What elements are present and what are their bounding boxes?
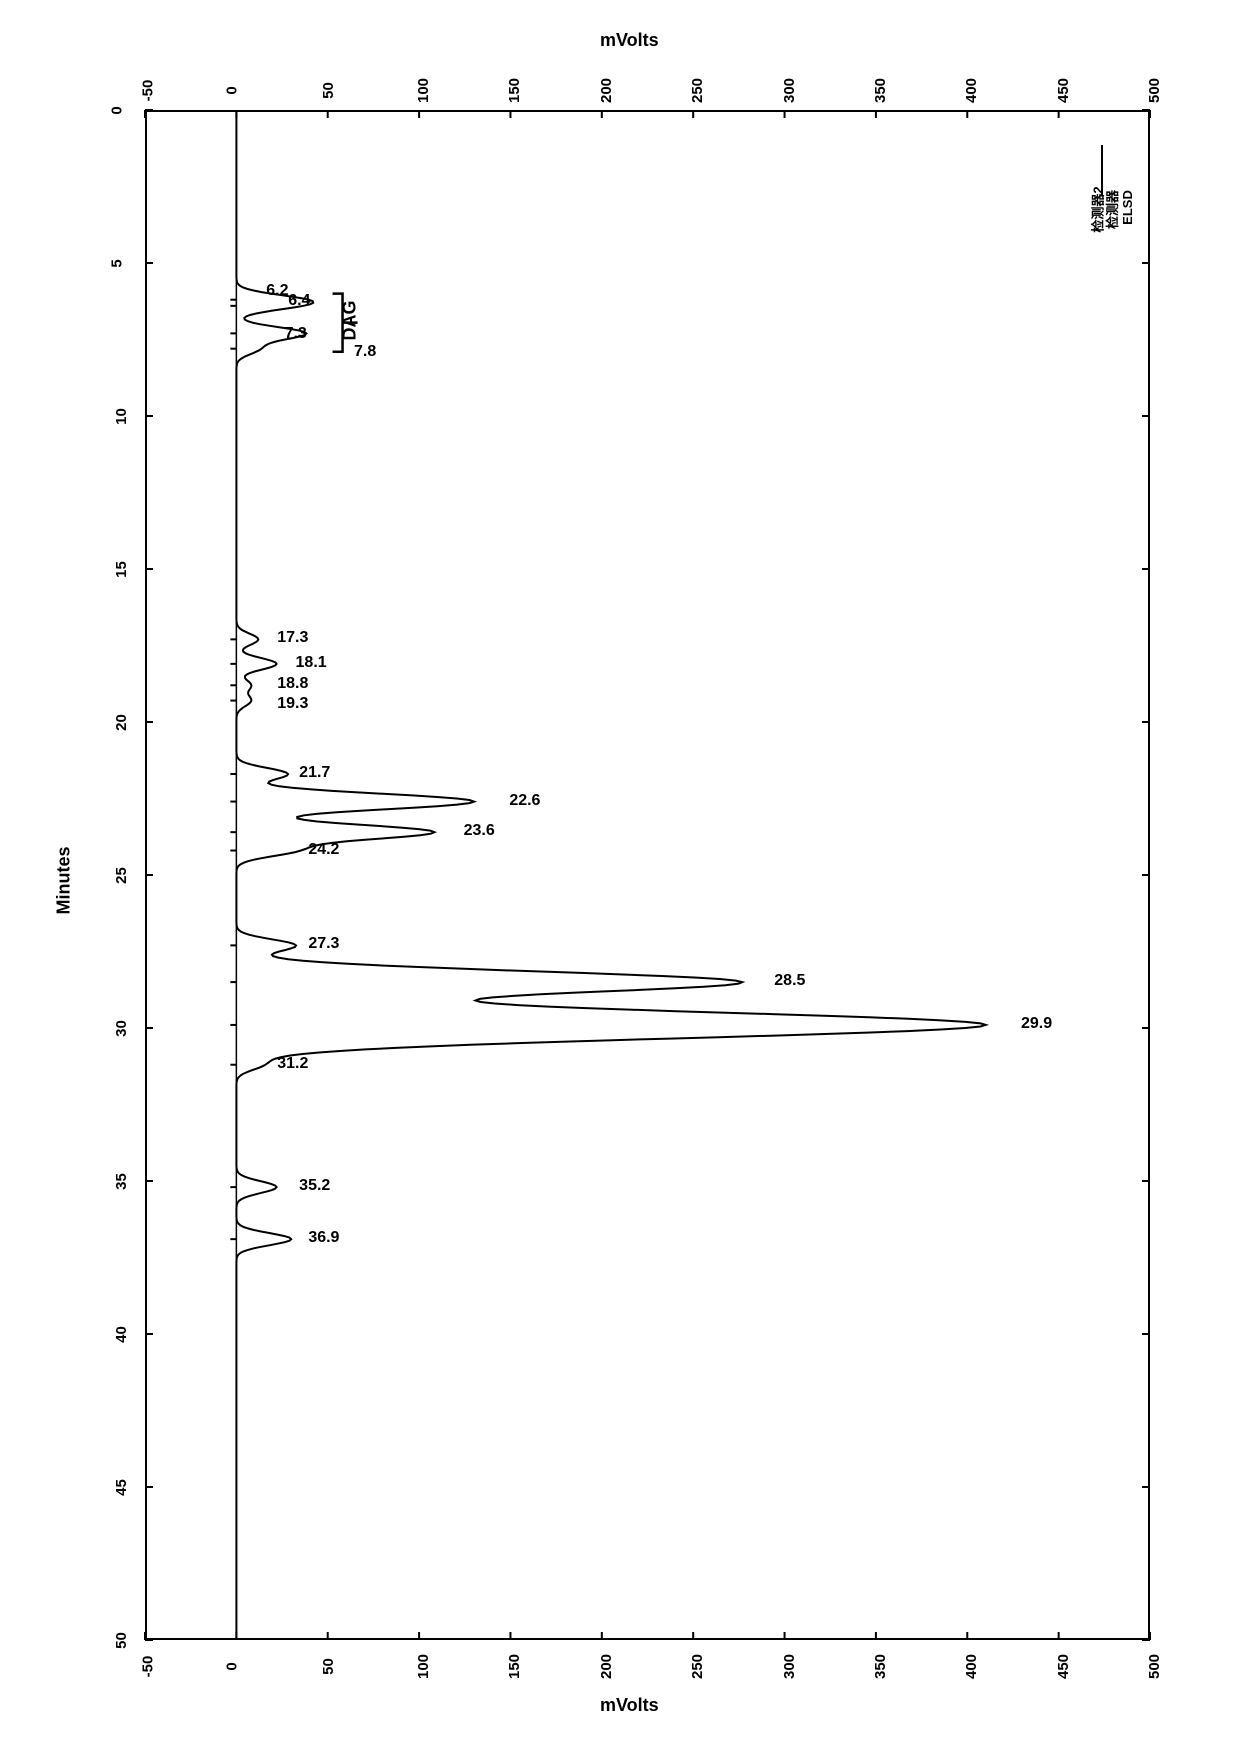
x-tick: 50 bbox=[113, 1632, 130, 1649]
y-tick-top: 50 bbox=[320, 82, 337, 99]
y-tick-top: 0 bbox=[224, 86, 241, 94]
x-tick: 40 bbox=[113, 1326, 130, 1343]
y-tick-top: 350 bbox=[872, 78, 889, 103]
y-tick-bottom: 50 bbox=[320, 1658, 337, 1675]
peak-label: 6.2 bbox=[266, 282, 288, 300]
x-tick: 10 bbox=[113, 408, 130, 425]
y-tick-bottom: 150 bbox=[506, 1654, 523, 1679]
y-axis-label-bottom: mVolts bbox=[600, 1695, 659, 1716]
y-tick-top: 200 bbox=[598, 78, 615, 103]
y-tick-top: 300 bbox=[781, 78, 798, 103]
legend-item: ELSD bbox=[1120, 190, 1135, 225]
y-tick-bottom: 200 bbox=[598, 1654, 615, 1679]
x-tick: 45 bbox=[113, 1479, 130, 1496]
peak-label: 18.1 bbox=[296, 654, 327, 672]
x-tick: 15 bbox=[113, 561, 130, 578]
y-tick-top: 400 bbox=[963, 78, 980, 103]
chart-container: mVolts mVolts Minutes DAG -50-5000505010… bbox=[50, 50, 1190, 1691]
peak-label: 24.2 bbox=[308, 841, 339, 859]
peak-label: 22.6 bbox=[509, 792, 540, 810]
dag-annotation: DAG bbox=[340, 301, 361, 341]
peak-label: 7.3 bbox=[285, 325, 307, 343]
peak-label: 23.6 bbox=[464, 822, 495, 840]
y-tick-top: -50 bbox=[139, 80, 156, 102]
y-tick-bottom: 450 bbox=[1055, 1654, 1072, 1679]
y-tick-top: 150 bbox=[506, 78, 523, 103]
peak-label: 17.3 bbox=[277, 629, 308, 647]
y-tick-bottom: 300 bbox=[781, 1654, 798, 1679]
y-tick-bottom: -50 bbox=[139, 1656, 156, 1678]
y-tick-top: 500 bbox=[1146, 78, 1163, 103]
x-tick: 5 bbox=[109, 259, 126, 267]
peak-label: 28.5 bbox=[774, 972, 805, 990]
y-tick-bottom: 400 bbox=[963, 1654, 980, 1679]
chromatogram-svg bbox=[50, 50, 1190, 1691]
y-tick-bottom: 100 bbox=[415, 1654, 432, 1679]
x-tick: 35 bbox=[113, 1173, 130, 1190]
peak-label: 36.9 bbox=[308, 1229, 339, 1247]
x-tick: 20 bbox=[113, 714, 130, 731]
legend-item: 检测器2 bbox=[1088, 186, 1107, 232]
peak-label: 7.8 bbox=[354, 343, 376, 361]
y-tick-top: 100 bbox=[415, 78, 432, 103]
y-tick-bottom: 250 bbox=[689, 1654, 706, 1679]
peak-label: 29.9 bbox=[1021, 1015, 1052, 1033]
peak-label: 27.3 bbox=[308, 935, 339, 953]
x-tick: 30 bbox=[113, 1020, 130, 1037]
y-tick-top: 450 bbox=[1055, 78, 1072, 103]
peak-label: 35.2 bbox=[299, 1177, 330, 1195]
peak-label: 19.3 bbox=[277, 695, 308, 713]
y-tick-bottom: 0 bbox=[224, 1662, 241, 1670]
y-axis-label-top: mVolts bbox=[600, 30, 659, 51]
x-tick: 0 bbox=[109, 106, 126, 114]
peak-label: 18.8 bbox=[277, 675, 308, 693]
y-tick-bottom: 350 bbox=[872, 1654, 889, 1679]
x-tick: 25 bbox=[113, 867, 130, 884]
peak-label: 21.7 bbox=[299, 764, 330, 782]
y-tick-bottom: 500 bbox=[1146, 1654, 1163, 1679]
y-tick-top: 250 bbox=[689, 78, 706, 103]
peak-label: 6.4 bbox=[288, 292, 310, 310]
peak-label: 31.2 bbox=[277, 1055, 308, 1073]
